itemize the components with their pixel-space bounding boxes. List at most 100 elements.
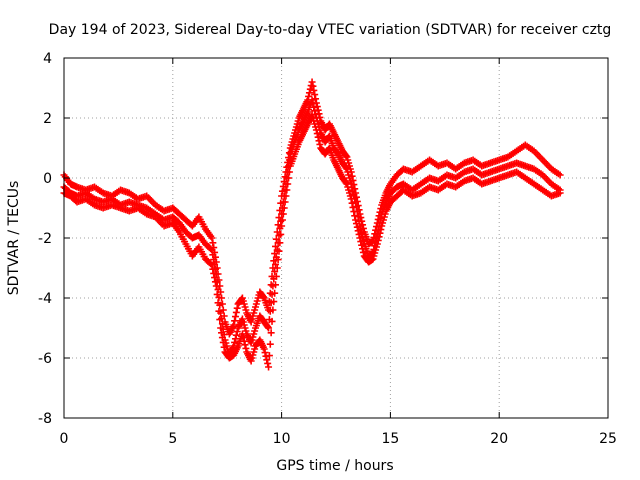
data-point <box>356 234 364 242</box>
data-point <box>376 229 384 237</box>
data-point <box>261 349 269 357</box>
data-point <box>212 282 220 290</box>
data-point <box>352 220 360 228</box>
data-point <box>358 217 366 225</box>
y-tick-label: -6 <box>38 351 52 367</box>
data-point <box>315 137 323 145</box>
data-point <box>359 248 367 256</box>
data-point <box>350 181 358 189</box>
data-point <box>216 316 224 324</box>
data-point <box>242 344 250 352</box>
data-point <box>278 187 286 195</box>
data-point <box>218 294 226 302</box>
data-point <box>213 290 221 298</box>
data-points <box>60 78 564 371</box>
data-point <box>279 210 287 218</box>
data-point <box>220 312 228 320</box>
data-point <box>283 186 291 194</box>
data-point <box>220 343 228 351</box>
data-point <box>351 212 359 220</box>
data-point <box>354 202 362 210</box>
data-point <box>259 293 267 301</box>
data-point <box>373 240 381 248</box>
data-point <box>283 163 291 171</box>
y-tick-labels: -8 -6 -4 -2 0 2 4 <box>38 51 52 427</box>
data-point <box>374 236 382 244</box>
data-point <box>215 307 223 315</box>
x-tick-label: 25 <box>599 431 617 447</box>
data-point <box>351 185 359 193</box>
data-point <box>265 324 273 332</box>
x-tick-label: 15 <box>381 431 399 447</box>
data-point <box>311 91 319 99</box>
data-point <box>272 235 280 243</box>
data-point <box>232 308 240 316</box>
data-point <box>208 234 216 242</box>
x-axis-label: GPS time / hours <box>276 458 393 474</box>
data-point <box>355 230 363 238</box>
series-group <box>60 111 564 371</box>
data-point <box>210 269 218 277</box>
data-point <box>352 193 360 201</box>
data-point <box>272 281 280 289</box>
data-point <box>316 113 324 121</box>
data-point <box>357 214 365 222</box>
data-point <box>270 298 278 306</box>
data-point <box>269 306 277 314</box>
data-point <box>305 92 313 100</box>
data-point <box>281 198 289 206</box>
data-point <box>304 96 312 104</box>
data-point <box>260 345 268 353</box>
data-point <box>347 195 355 203</box>
y-tick-label: 0 <box>43 171 52 187</box>
data-point <box>233 304 241 312</box>
chart-title: Day 194 of 2023, Sidereal Day-to-day VTE… <box>49 22 612 38</box>
data-point <box>357 238 365 246</box>
data-point <box>277 230 285 238</box>
data-point <box>208 261 216 269</box>
data-point <box>211 278 219 286</box>
data-point <box>312 126 320 134</box>
data-point <box>270 257 278 265</box>
data-point <box>217 324 225 332</box>
data-point <box>312 99 320 107</box>
data-point <box>276 206 284 214</box>
data-point <box>359 224 367 232</box>
data-point <box>284 180 292 188</box>
data-point <box>214 299 222 307</box>
data-point <box>353 223 361 231</box>
data-point <box>282 192 290 200</box>
data-point <box>352 216 360 224</box>
data-point <box>271 289 279 297</box>
data-point <box>355 206 363 214</box>
data-point <box>241 341 249 349</box>
data-point <box>274 221 282 229</box>
data-point <box>264 323 272 331</box>
data-point <box>376 208 384 216</box>
data-point <box>271 250 279 258</box>
data-point <box>272 272 280 280</box>
data-point <box>313 103 321 111</box>
data-point <box>232 331 240 339</box>
data-point <box>349 203 357 211</box>
data-point <box>314 133 322 141</box>
data-point <box>218 329 226 337</box>
data-point <box>285 154 293 162</box>
data-point <box>231 338 239 346</box>
data-point <box>316 140 324 148</box>
data-point <box>315 110 323 118</box>
data-point <box>359 221 367 229</box>
data-point <box>278 222 286 230</box>
data-point <box>230 321 238 329</box>
data-point <box>211 274 219 282</box>
data-point <box>342 179 350 187</box>
data-point <box>210 244 218 252</box>
x-tick-labels: 0 5 10 15 20 25 <box>60 431 617 447</box>
data-point <box>273 264 281 272</box>
y-axis-label: SDTVAR / TECUs <box>6 181 22 296</box>
x-tick-label: 10 <box>273 431 291 447</box>
data-point <box>284 158 292 166</box>
data-point <box>375 212 383 220</box>
data-point <box>211 248 219 256</box>
